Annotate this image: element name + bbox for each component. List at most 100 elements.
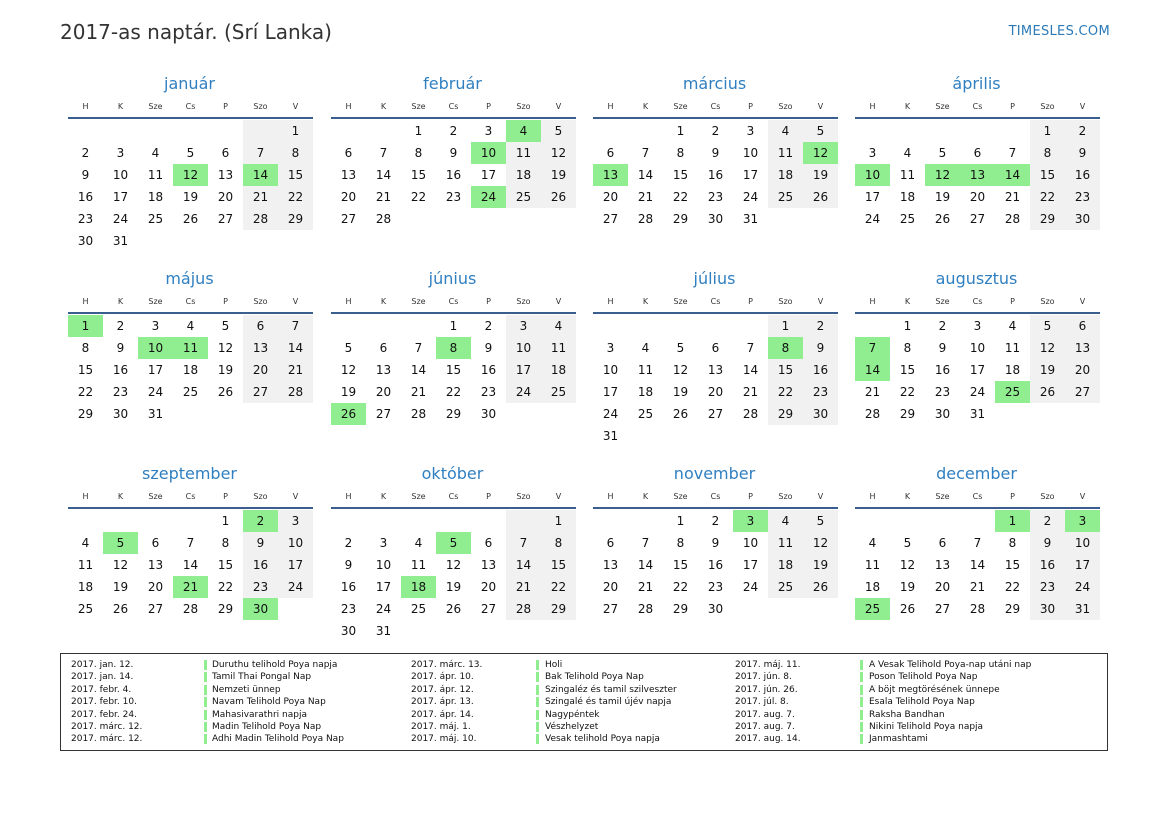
day-cell[interactable]: 14 [742,363,759,377]
day-cell[interactable]: 27 [340,212,357,226]
day-cell[interactable]: 26 [899,602,916,616]
day-cell[interactable]: 9 [711,536,720,550]
day-cell[interactable]: 19 [672,385,689,399]
day-cell[interactable]: 8 [81,341,90,355]
day-cell[interactable]: 25 [182,385,199,399]
day-cell[interactable]: 25 [637,407,654,421]
day-cell[interactable]: 4 [541,315,576,337]
day-cell[interactable]: 17 [742,558,759,572]
day-cell[interactable]: 14 [375,168,392,182]
day-cell[interactable]: 17 [375,580,392,594]
day-cell[interactable]: 26 [217,385,234,399]
day-cell[interactable]: 7 [641,146,650,160]
day-cell[interactable]: 22 [278,186,313,208]
day-cell[interactable]: 23 [934,385,951,399]
day-cell[interactable]: 23 [243,576,278,598]
day-cell[interactable]: 29 [278,208,313,230]
day-cell[interactable]: 12 [803,532,838,554]
day-cell[interactable]: 2 [1065,120,1100,142]
day-cell[interactable]: 24 [602,407,619,421]
day-cell[interactable]: 7 [973,536,982,550]
day-cell[interactable]: 5 [803,510,838,532]
day-cell[interactable]: 14 [182,558,199,572]
day-cell[interactable]: 10 [969,341,986,355]
day-cell[interactable]: 9 [711,146,720,160]
day-cell[interactable]: 1 [278,120,313,142]
day-cell[interactable]: 25 [995,381,1030,403]
day-cell[interactable]: 8 [414,146,423,160]
day-cell[interactable]: 1 [676,124,685,138]
day-cell[interactable]: 9 [1030,532,1065,554]
day-cell[interactable]: 4 [1008,319,1017,333]
day-cell[interactable]: 24 [742,580,759,594]
day-cell[interactable]: 12 [173,164,208,186]
day-cell[interactable]: 10 [112,168,129,182]
day-cell[interactable]: 26 [112,602,129,616]
day-cell[interactable]: 13 [934,558,951,572]
day-cell[interactable]: 13 [375,363,392,377]
day-cell[interactable]: 5 [344,341,353,355]
day-cell[interactable]: 12 [112,558,129,572]
day-cell[interactable]: 2 [243,510,278,532]
day-cell[interactable]: 2 [711,514,720,528]
day-cell[interactable]: 17 [278,554,313,576]
day-cell[interactable]: 24 [112,212,129,226]
day-cell[interactable]: 7 [243,142,278,164]
day-cell[interactable]: 16 [803,359,838,381]
day-cell[interactable]: 22 [672,580,689,594]
day-cell[interactable]: 22 [410,190,427,204]
day-cell[interactable]: 11 [864,558,881,572]
day-cell[interactable]: 27 [602,602,619,616]
day-cell[interactable]: 27 [1065,381,1100,403]
day-cell[interactable]: 20 [375,385,392,399]
day-cell[interactable]: 23 [112,385,129,399]
day-cell[interactable]: 30 [707,602,724,616]
day-cell[interactable]: 2 [803,315,838,337]
day-cell[interactable]: 25 [541,381,576,403]
day-cell[interactable]: 3 [506,315,541,337]
day-cell[interactable]: 18 [147,190,164,204]
day-cell[interactable]: 7 [1008,146,1017,160]
day-cell[interactable]: 23 [480,385,497,399]
day-cell[interactable]: 13 [1065,337,1100,359]
day-cell[interactable]: 7 [855,337,890,359]
day-cell[interactable]: 29 [1004,602,1021,616]
day-cell[interactable]: 9 [243,532,278,554]
day-cell[interactable]: 14 [278,337,313,359]
day-cell[interactable]: 31 [742,212,759,226]
day-cell[interactable]: 30 [707,212,724,226]
day-cell[interactable]: 6 [344,146,353,160]
day-cell[interactable]: 2 [1030,510,1065,532]
day-cell[interactable]: 18 [182,363,199,377]
day-cell[interactable]: 6 [243,315,278,337]
day-cell[interactable]: 10 [742,146,759,160]
day-cell[interactable]: 20 [340,190,357,204]
day-cell[interactable]: 5 [186,146,195,160]
day-cell[interactable]: 20 [243,359,278,381]
day-cell[interactable]: 24 [1065,576,1100,598]
day-cell[interactable]: 13 [707,363,724,377]
day-cell[interactable]: 21 [410,385,427,399]
day-cell[interactable]: 10 [742,536,759,550]
day-cell[interactable]: 5 [938,146,947,160]
day-cell[interactable]: 29 [1030,208,1065,230]
day-cell[interactable]: 21 [1004,190,1021,204]
day-cell[interactable]: 21 [637,580,654,594]
day-cell[interactable]: 20 [707,385,724,399]
day-cell[interactable]: 20 [217,190,234,204]
day-cell[interactable]: 20 [1065,359,1100,381]
day-cell[interactable]: 23 [77,212,94,226]
day-cell[interactable]: 25 [147,212,164,226]
day-cell[interactable]: 10 [278,532,313,554]
day-cell[interactable]: 25 [768,576,803,598]
day-cell[interactable]: 4 [81,536,90,550]
day-cell[interactable]: 16 [707,558,724,572]
day-cell[interactable]: 21 [637,190,654,204]
day-cell[interactable]: 19 [934,190,951,204]
day-cell[interactable]: 14 [855,359,890,381]
day-cell[interactable]: 16 [707,168,724,182]
day-cell[interactable]: 28 [278,381,313,403]
day-cell[interactable]: 8 [1030,142,1065,164]
day-cell[interactable]: 23 [803,381,838,403]
day-cell[interactable]: 9 [449,146,458,160]
